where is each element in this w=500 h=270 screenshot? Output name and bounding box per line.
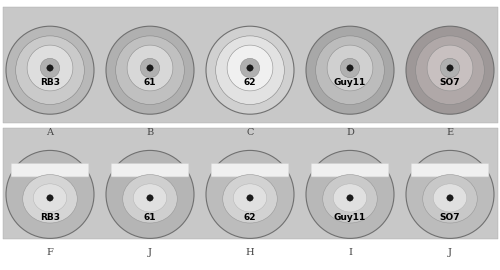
Text: SO7: SO7 bbox=[440, 213, 460, 222]
Bar bbox=[2, 128, 498, 239]
Ellipse shape bbox=[116, 36, 184, 104]
Text: 62: 62 bbox=[244, 213, 256, 222]
Ellipse shape bbox=[34, 184, 66, 212]
Ellipse shape bbox=[347, 65, 353, 71]
Text: F: F bbox=[46, 248, 54, 257]
Ellipse shape bbox=[440, 58, 460, 78]
Bar bbox=[2, 7, 498, 123]
Text: H: H bbox=[246, 248, 254, 257]
Ellipse shape bbox=[247, 195, 254, 201]
Ellipse shape bbox=[16, 36, 84, 104]
Ellipse shape bbox=[427, 45, 473, 91]
Ellipse shape bbox=[122, 175, 178, 223]
FancyBboxPatch shape bbox=[111, 164, 189, 177]
Text: D: D bbox=[346, 128, 354, 137]
Text: 62: 62 bbox=[244, 78, 256, 87]
Text: RB3: RB3 bbox=[40, 78, 60, 87]
Ellipse shape bbox=[6, 150, 94, 238]
Ellipse shape bbox=[322, 175, 378, 223]
Ellipse shape bbox=[434, 184, 466, 212]
Ellipse shape bbox=[40, 58, 60, 78]
Ellipse shape bbox=[306, 26, 394, 114]
Text: E: E bbox=[446, 128, 454, 137]
Ellipse shape bbox=[27, 45, 73, 91]
Ellipse shape bbox=[147, 195, 153, 201]
Ellipse shape bbox=[447, 65, 453, 71]
Text: J: J bbox=[448, 248, 452, 257]
Text: SO7: SO7 bbox=[440, 78, 460, 87]
Ellipse shape bbox=[327, 45, 373, 91]
Ellipse shape bbox=[106, 26, 194, 114]
Ellipse shape bbox=[447, 195, 453, 201]
Ellipse shape bbox=[316, 36, 384, 104]
Ellipse shape bbox=[227, 45, 273, 91]
Ellipse shape bbox=[47, 65, 53, 71]
Text: B: B bbox=[146, 128, 154, 137]
Ellipse shape bbox=[334, 184, 366, 212]
Text: J: J bbox=[148, 248, 152, 257]
Ellipse shape bbox=[406, 26, 494, 114]
Ellipse shape bbox=[22, 175, 78, 223]
Ellipse shape bbox=[216, 36, 284, 104]
Text: Guy11: Guy11 bbox=[334, 78, 366, 87]
FancyBboxPatch shape bbox=[211, 164, 289, 177]
Text: C: C bbox=[246, 128, 254, 137]
Ellipse shape bbox=[234, 184, 266, 212]
Ellipse shape bbox=[306, 150, 394, 238]
Ellipse shape bbox=[222, 175, 278, 223]
Ellipse shape bbox=[47, 195, 53, 201]
Ellipse shape bbox=[106, 150, 194, 238]
Text: I: I bbox=[348, 248, 352, 257]
Ellipse shape bbox=[127, 45, 173, 91]
Ellipse shape bbox=[206, 150, 294, 238]
Ellipse shape bbox=[406, 150, 494, 238]
Text: RB3: RB3 bbox=[40, 213, 60, 222]
FancyBboxPatch shape bbox=[411, 164, 489, 177]
Ellipse shape bbox=[240, 58, 260, 78]
Text: A: A bbox=[46, 128, 54, 137]
FancyBboxPatch shape bbox=[311, 164, 389, 177]
Ellipse shape bbox=[340, 58, 359, 78]
Ellipse shape bbox=[422, 175, 478, 223]
Text: 61: 61 bbox=[144, 78, 156, 87]
Ellipse shape bbox=[206, 26, 294, 114]
Text: Guy11: Guy11 bbox=[334, 213, 366, 222]
Text: 61: 61 bbox=[144, 213, 156, 222]
Ellipse shape bbox=[347, 195, 353, 201]
Ellipse shape bbox=[134, 184, 166, 212]
Ellipse shape bbox=[147, 65, 153, 71]
FancyBboxPatch shape bbox=[11, 164, 89, 177]
Ellipse shape bbox=[140, 58, 160, 78]
Ellipse shape bbox=[416, 36, 484, 104]
Ellipse shape bbox=[6, 26, 94, 114]
Ellipse shape bbox=[247, 65, 254, 71]
